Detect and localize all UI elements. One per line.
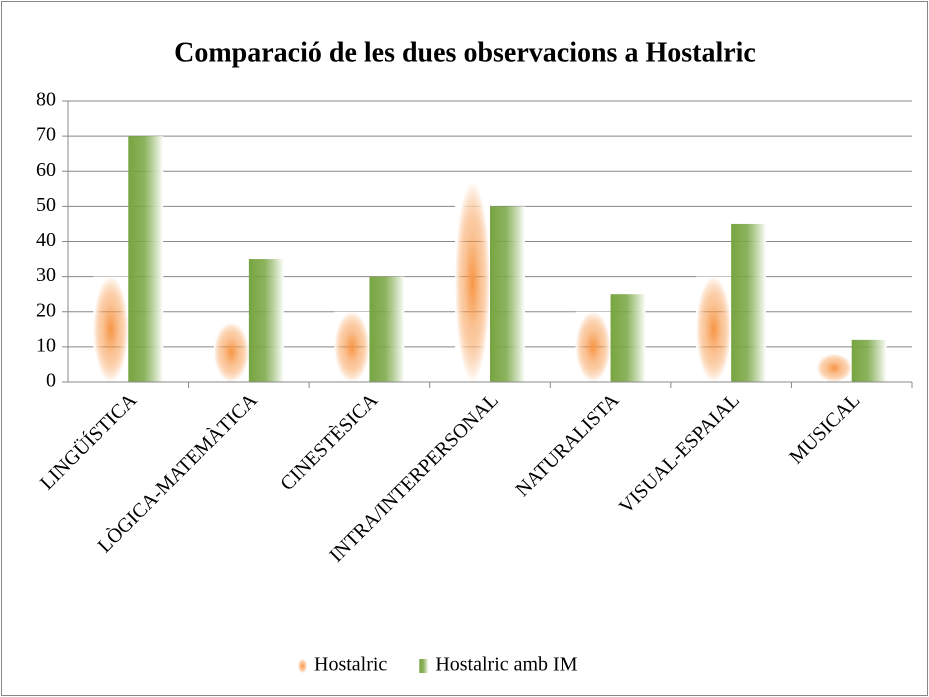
bar: [490, 206, 525, 382]
legend-swatch: [419, 659, 429, 673]
chart-title: Comparació de les dues observacions a Ho…: [174, 37, 756, 68]
y-tick-label: 80: [36, 89, 56, 111]
legend-label: Hostalric: [314, 654, 387, 676]
y-tick-label: 10: [36, 334, 56, 356]
legend-label: Hostalric amb IM: [435, 654, 577, 676]
legend-swatch: [298, 659, 307, 673]
bar: [575, 311, 611, 382]
y-tick-label: 70: [36, 124, 56, 146]
bar: [248, 259, 284, 382]
bar: [93, 276, 129, 382]
bar: [455, 181, 490, 382]
bar: [610, 294, 646, 382]
bar: [128, 136, 164, 382]
y-tick-label: 50: [36, 194, 56, 216]
y-tick-label: 20: [36, 299, 56, 321]
y-tick-label: 0: [46, 370, 56, 392]
y-tick-label: 60: [36, 159, 56, 181]
bar: [731, 223, 767, 382]
bar: [816, 353, 852, 382]
y-tick-label: 30: [36, 264, 56, 286]
bar: [696, 276, 732, 382]
bar: [213, 322, 249, 382]
bar: [369, 276, 405, 382]
bar: [851, 339, 887, 382]
y-tick-label: 40: [36, 229, 56, 251]
bar: [334, 311, 370, 382]
